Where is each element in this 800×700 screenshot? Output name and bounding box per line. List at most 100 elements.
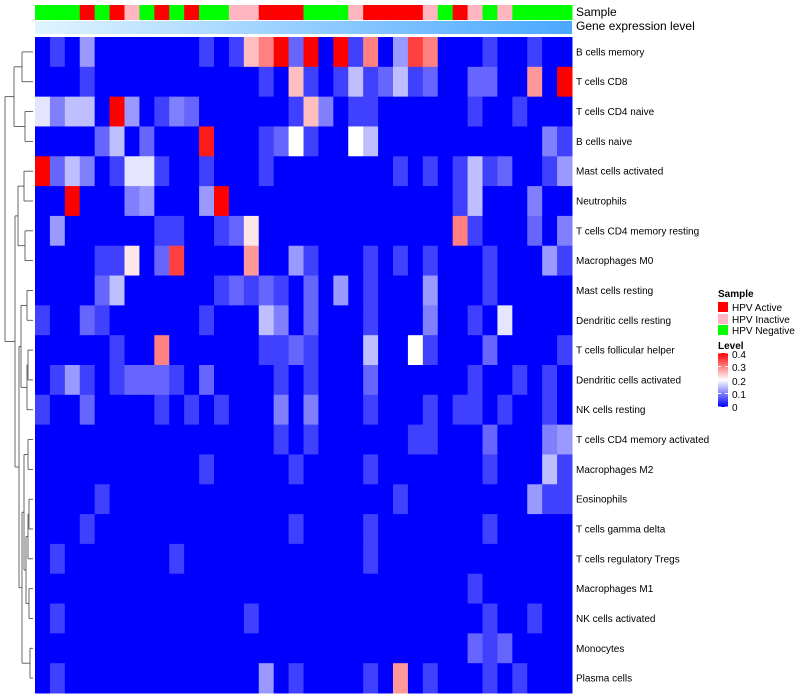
heatmap-cell <box>318 96 334 127</box>
sample-annotation-cell <box>154 5 170 20</box>
heatmap-cell <box>527 275 543 306</box>
heatmap-cell <box>348 454 364 485</box>
heatmap-cell <box>124 275 140 306</box>
heatmap-cell <box>273 245 290 277</box>
heatmap-cell <box>393 215 409 247</box>
heatmap-cell <box>49 335 66 366</box>
heatmap-cell <box>214 633 230 664</box>
sample-annotation-cell <box>35 5 51 20</box>
heatmap-cell <box>154 126 170 157</box>
heatmap-cell <box>49 603 66 634</box>
heatmap-cell <box>378 275 394 306</box>
sample-annotation-cell <box>109 5 125 20</box>
heatmap-cell <box>288 335 304 366</box>
heatmap-cell <box>333 96 349 127</box>
heatmap-cell <box>452 335 469 366</box>
heatmap-cell <box>378 454 394 485</box>
heatmap-cell <box>467 186 483 217</box>
heatmap-cell <box>258 663 275 694</box>
sample-annotation-cell <box>273 5 290 20</box>
heatmap-cell <box>169 454 185 485</box>
sample-annotation-cell <box>393 5 409 20</box>
heatmap-cell <box>94 215 111 247</box>
heatmap-cell <box>348 514 364 545</box>
heatmap-cell <box>407 305 424 336</box>
heatmap-cell <box>393 156 409 187</box>
heatmap-cell <box>288 484 304 515</box>
heatmap-cell <box>333 215 349 247</box>
heatmap-cell <box>228 603 245 634</box>
heatmap-cell <box>542 603 558 634</box>
heatmap-cell <box>199 543 215 575</box>
heatmap-cell <box>79 37 96 68</box>
heatmap-cell <box>452 186 469 217</box>
heatmap-cell <box>497 156 513 187</box>
heatmap-cell <box>467 573 483 605</box>
heatmap-cell <box>437 186 454 217</box>
heatmap-cell <box>199 215 215 247</box>
heatmap-cell <box>363 305 379 336</box>
heatmap-cell <box>363 37 379 68</box>
heatmap-cell <box>124 305 140 336</box>
heatmap-cell <box>497 543 513 575</box>
heatmap-cell <box>199 37 215 68</box>
heatmap-cell <box>407 514 424 545</box>
heatmap-cell <box>243 96 260 127</box>
heatmap-cell <box>497 394 513 426</box>
heatmap-cell <box>94 245 111 277</box>
heatmap-cell <box>199 126 215 157</box>
heatmap-cell <box>109 66 125 98</box>
legend-sample: Sample HPV Active HPV Inactive HPV Negat… <box>718 289 795 337</box>
row-label: T cells CD4 memory activated <box>576 435 709 446</box>
heatmap-cell <box>303 514 319 545</box>
heatmap-cell <box>154 186 170 217</box>
heatmap-cell <box>243 543 260 575</box>
heatmap-cell <box>49 305 66 336</box>
heatmap-cell <box>348 335 364 366</box>
heatmap-cell <box>109 424 125 455</box>
heatmap-cell <box>393 275 409 306</box>
heatmap-cell <box>348 633 364 664</box>
heatmap-cell <box>243 394 260 426</box>
heatmap-cell <box>378 245 394 277</box>
heatmap-cell <box>64 186 81 217</box>
sample-annotation-cell <box>288 5 304 20</box>
heatmap-cell <box>333 394 349 426</box>
heatmap-cell <box>407 543 424 575</box>
heatmap-cell <box>318 633 334 664</box>
heatmap-cell <box>199 275 215 306</box>
heatmap-cell <box>64 275 81 306</box>
heatmap-cell <box>154 424 170 455</box>
heatmap-cell <box>49 394 66 426</box>
heatmap-cell <box>169 663 185 694</box>
heatmap-cell <box>393 305 409 336</box>
heatmap-cell <box>109 186 125 217</box>
heatmap-cell <box>482 66 498 98</box>
heatmap-cell <box>512 245 528 277</box>
heatmap-cell <box>437 394 454 426</box>
heatmap-cell <box>512 603 528 634</box>
heatmap-cell <box>393 514 409 545</box>
heatmap-cell <box>228 96 245 127</box>
heatmap-cell <box>35 394 51 426</box>
heatmap-cell <box>169 633 185 664</box>
heatmap-cell <box>348 305 364 336</box>
heatmap-cell <box>258 603 275 634</box>
heatmap-cell <box>542 484 558 515</box>
heatmap-cell <box>407 215 424 247</box>
heatmap-cell <box>512 454 528 485</box>
sample-annotation-cell <box>497 5 513 20</box>
heatmap-cell <box>363 215 379 247</box>
heatmap-cell <box>79 215 96 247</box>
heatmap-cell <box>437 603 454 634</box>
heatmap-cell <box>303 394 319 426</box>
heatmap-cell <box>214 126 230 157</box>
heatmap-cell <box>452 245 469 277</box>
heatmap-cell <box>243 573 260 605</box>
heatmap-cell <box>482 245 498 277</box>
heatmap-cell <box>542 633 558 664</box>
heatmap-cell <box>228 37 245 68</box>
heatmap-cell <box>169 365 185 396</box>
heatmap-cell <box>169 603 185 634</box>
heatmap-cell <box>363 186 379 217</box>
